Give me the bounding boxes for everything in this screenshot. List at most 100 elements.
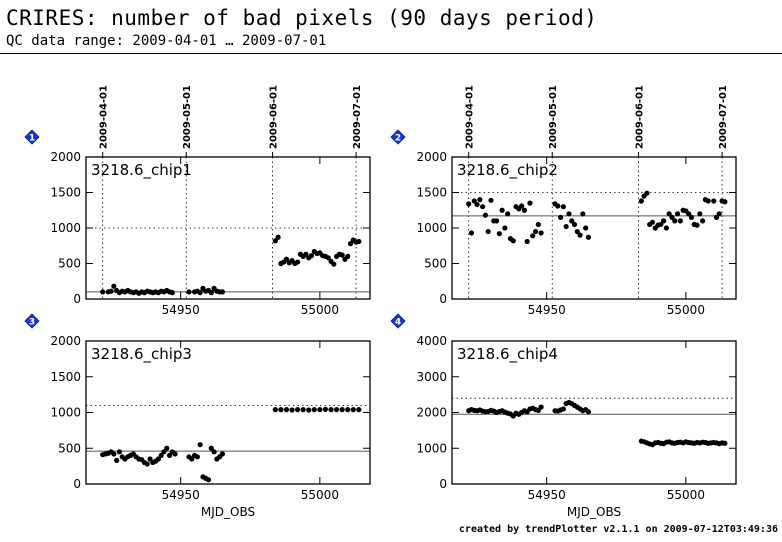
data-point xyxy=(147,456,153,462)
data-point xyxy=(345,407,351,413)
data-point xyxy=(144,461,150,467)
data-point xyxy=(493,218,500,224)
plot-panel-2: 2 2009-04-01 2009-05-01 2009-06-01 2009-07-0… xyxy=(390,85,737,317)
y-tick-label: 2000 xyxy=(416,406,447,420)
panel-marker-icon xyxy=(24,129,40,145)
x-axis-label: MJD_OBS xyxy=(201,505,255,519)
panel-number: 3 xyxy=(29,318,35,328)
data-point xyxy=(219,451,226,457)
data-point xyxy=(114,457,120,464)
data-point xyxy=(638,198,644,204)
data-point xyxy=(569,218,575,224)
data-point xyxy=(663,225,669,231)
y-tick-label: 1000 xyxy=(416,221,447,235)
panel-label: 3218.6_chip3 xyxy=(91,345,192,364)
data-point xyxy=(322,406,329,412)
panel-number: 2 xyxy=(395,134,401,144)
date-tick-label: 2009-05-01 xyxy=(548,85,559,149)
y-tick-label: 0 xyxy=(73,292,81,306)
data-point xyxy=(583,225,589,231)
data-point xyxy=(272,407,278,413)
data-point xyxy=(333,407,340,413)
data-point xyxy=(111,283,117,289)
data-point xyxy=(356,407,362,413)
panel-marker-icon xyxy=(24,313,40,329)
data-point xyxy=(482,212,489,218)
data-point xyxy=(496,231,502,237)
data-point xyxy=(505,211,511,217)
data-point xyxy=(311,407,317,413)
x-axis-label: MJD_OBS xyxy=(567,505,621,519)
data-point xyxy=(538,404,544,410)
data-point xyxy=(345,253,351,259)
data-point xyxy=(524,238,530,245)
data-point xyxy=(116,449,123,455)
date-tick-label: 2009-06-01 xyxy=(635,85,646,149)
data-point xyxy=(208,445,214,451)
data-point xyxy=(350,407,356,413)
data-point xyxy=(688,214,695,220)
data-point xyxy=(325,255,331,261)
data-point xyxy=(331,261,337,267)
data-point xyxy=(339,252,345,258)
data-point xyxy=(574,228,580,235)
data-point xyxy=(521,207,527,213)
y-tick-label: 1000 xyxy=(416,441,447,455)
y-tick-label: 0 xyxy=(73,477,81,491)
data-point xyxy=(580,211,586,217)
data-point xyxy=(485,228,491,235)
data-point xyxy=(649,219,656,225)
data-point xyxy=(197,442,203,448)
data-point xyxy=(644,190,650,196)
date-tick-label: 2009-05-01 xyxy=(182,85,193,149)
data-point xyxy=(339,407,345,413)
data-point xyxy=(711,198,717,204)
data-point xyxy=(661,218,667,224)
data-point xyxy=(538,230,544,236)
data-point xyxy=(194,454,200,460)
data-point xyxy=(560,406,566,412)
panel-label: 3218.6_chip1 xyxy=(91,161,192,180)
data-point xyxy=(686,211,692,217)
plot-panel-3: 3 0 500 1000 1500 2000 54950 55000 MJD_OBS 3218.6… xyxy=(24,313,371,519)
data-point xyxy=(197,290,203,296)
data-point xyxy=(219,289,226,295)
y-tick-label: 0 xyxy=(439,292,447,306)
data-point xyxy=(205,477,212,483)
data-point xyxy=(535,221,541,228)
y-tick-label: 4000 xyxy=(416,334,447,348)
data-point xyxy=(480,204,486,210)
date-tick-label: 2009-07-01 xyxy=(352,85,363,149)
data-point xyxy=(289,407,295,413)
date-tick-label: 2009-04-01 xyxy=(99,85,110,149)
panel-marker-icon xyxy=(390,313,406,329)
data-point xyxy=(697,211,703,217)
data-point xyxy=(166,452,173,458)
y-tick-label: 2000 xyxy=(416,150,447,164)
page-subtitle: QC data range: 2009-04-01 … 2009-07-01 xyxy=(6,33,327,49)
data-point xyxy=(468,230,475,236)
data-point xyxy=(283,407,290,413)
data-point xyxy=(275,234,281,240)
y-tick-label: 0 xyxy=(439,477,447,491)
data-point xyxy=(108,288,114,294)
data-point xyxy=(722,199,728,205)
data-point xyxy=(677,218,683,224)
title-divider xyxy=(0,53,782,54)
date-tick-label: 2009-04-01 xyxy=(465,85,476,149)
x-tick-label: 55000 xyxy=(667,488,705,502)
panel-marker-icon xyxy=(390,129,406,145)
panel-label: 3218.6_chip2 xyxy=(457,161,558,180)
data-point xyxy=(317,407,323,413)
data-point xyxy=(161,449,167,455)
data-point xyxy=(295,259,301,265)
data-point xyxy=(186,289,192,295)
data-point xyxy=(658,221,664,228)
data-point xyxy=(272,238,278,244)
data-point xyxy=(666,211,672,217)
data-point xyxy=(306,407,312,413)
x-tick-label: 55000 xyxy=(301,488,339,502)
panel-label: 3218.6_chip4 xyxy=(457,345,558,364)
data-point xyxy=(356,238,362,245)
data-point xyxy=(566,211,572,217)
